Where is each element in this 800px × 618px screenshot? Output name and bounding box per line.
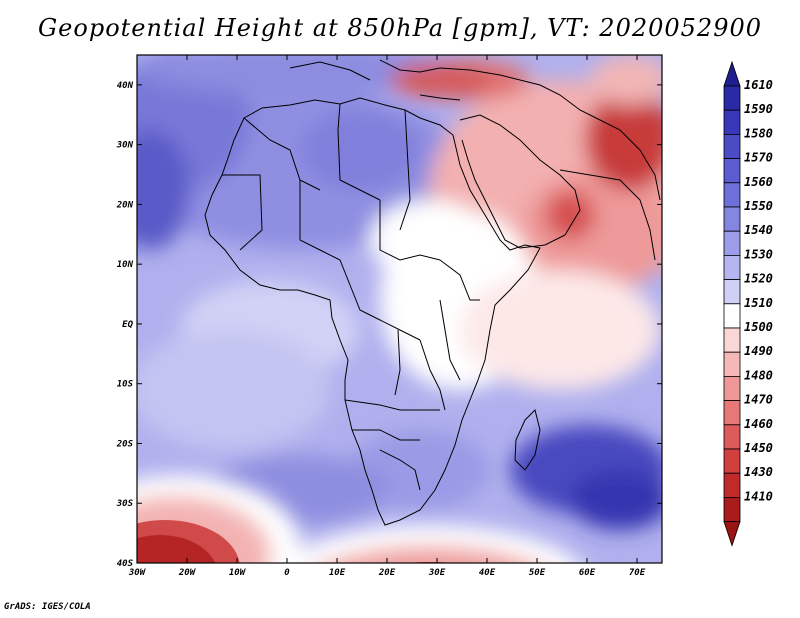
colorbar-swatch bbox=[723, 375, 741, 401]
colorbar-swatch bbox=[723, 158, 741, 184]
colorbar-label: 1460 bbox=[744, 417, 773, 431]
colorbar-label: 1410 bbox=[744, 489, 773, 503]
colorbar-under-arrow bbox=[723, 521, 741, 547]
colorbar-label: 1570 bbox=[744, 151, 773, 165]
longitude-labels: 30W 20W 10W 0 10E 20E 30E 40E 50E 60E 70E bbox=[128, 568, 646, 578]
lon-label: 0 bbox=[284, 568, 290, 578]
colorbar-swatch bbox=[723, 400, 741, 426]
lat-label: EQ bbox=[122, 320, 133, 330]
coastlines bbox=[204, 59, 661, 526]
colorbar-over-arrow bbox=[723, 60, 741, 87]
colorbar-swatch bbox=[723, 327, 741, 353]
lat-label: 20N bbox=[116, 200, 134, 210]
lon-label: 30E bbox=[428, 568, 446, 578]
colorbar-swatch bbox=[723, 496, 741, 522]
lon-label: 10W bbox=[229, 568, 247, 578]
colorbar-label: 1430 bbox=[744, 465, 773, 479]
colorbar-label: 1530 bbox=[744, 247, 773, 261]
colorbar-label: 1610 bbox=[744, 78, 773, 92]
colorbar-label: 1560 bbox=[744, 175, 773, 189]
colorbar-swatch bbox=[723, 85, 741, 111]
colorbar-label: 1470 bbox=[744, 393, 773, 407]
chart-title: Geopotential Height at 850hPa [gpm], VT:… bbox=[38, 14, 762, 42]
map-frame bbox=[136, 54, 663, 564]
lat-label: 10S bbox=[117, 380, 134, 390]
lon-label: 60E bbox=[579, 568, 596, 578]
lon-label: 50E bbox=[529, 568, 546, 578]
colorbar-swatch bbox=[723, 254, 741, 280]
colorbar-swatch bbox=[723, 133, 741, 159]
lat-label: 40N bbox=[117, 81, 134, 91]
colorbar-swatch bbox=[723, 303, 741, 329]
lon-label: 40E bbox=[479, 568, 496, 578]
credit-text: GrADS: IGES/COLA bbox=[4, 602, 91, 612]
lon-label: 20W bbox=[178, 568, 197, 578]
colorbar-swatch bbox=[723, 424, 741, 450]
colorbar-swatch bbox=[723, 182, 741, 208]
lon-label: 70E bbox=[629, 568, 646, 578]
height-field-shading bbox=[137, 55, 662, 563]
lon-label: 20E bbox=[378, 568, 396, 578]
lon-label: 10E bbox=[329, 568, 346, 578]
colorbar-swatch bbox=[723, 351, 741, 377]
colorbar-swatch bbox=[723, 206, 741, 232]
colorbar-label: 1500 bbox=[744, 320, 773, 334]
lat-label: 40S bbox=[117, 559, 134, 569]
colorbar-swatch bbox=[723, 279, 741, 305]
colorbar-label: 1520 bbox=[744, 272, 773, 286]
axis-ticks bbox=[136, 55, 662, 564]
colorbar-label: 1450 bbox=[744, 441, 773, 455]
latitude-labels: 40N 30N 20N 10N EQ 10S 20S 30S 40S bbox=[116, 81, 134, 569]
colorbar-swatch bbox=[723, 230, 741, 256]
colorbar-label: 1580 bbox=[744, 126, 773, 140]
colorbar-label: 1590 bbox=[744, 102, 773, 116]
colorbar-label: 1510 bbox=[744, 296, 773, 310]
colorbar-label: 1490 bbox=[744, 344, 773, 358]
lat-label: 10N bbox=[117, 260, 134, 270]
colorbar-label: 1480 bbox=[744, 368, 773, 382]
colorbar: 1610 1590 1580 1570 1560 1550 1540 1530 1520 1510… bbox=[723, 60, 773, 547]
lat-label: 30S bbox=[116, 499, 134, 509]
lon-label: 30W bbox=[128, 568, 147, 578]
lat-label: 20S bbox=[116, 439, 134, 449]
colorbar-label: 1540 bbox=[744, 223, 773, 237]
colorbar-swatch bbox=[723, 472, 741, 498]
colorbar-swatch bbox=[723, 448, 741, 474]
colorbar-label: 1550 bbox=[744, 199, 773, 213]
lat-label: 30N bbox=[116, 141, 134, 151]
colorbar-swatch bbox=[723, 109, 741, 135]
